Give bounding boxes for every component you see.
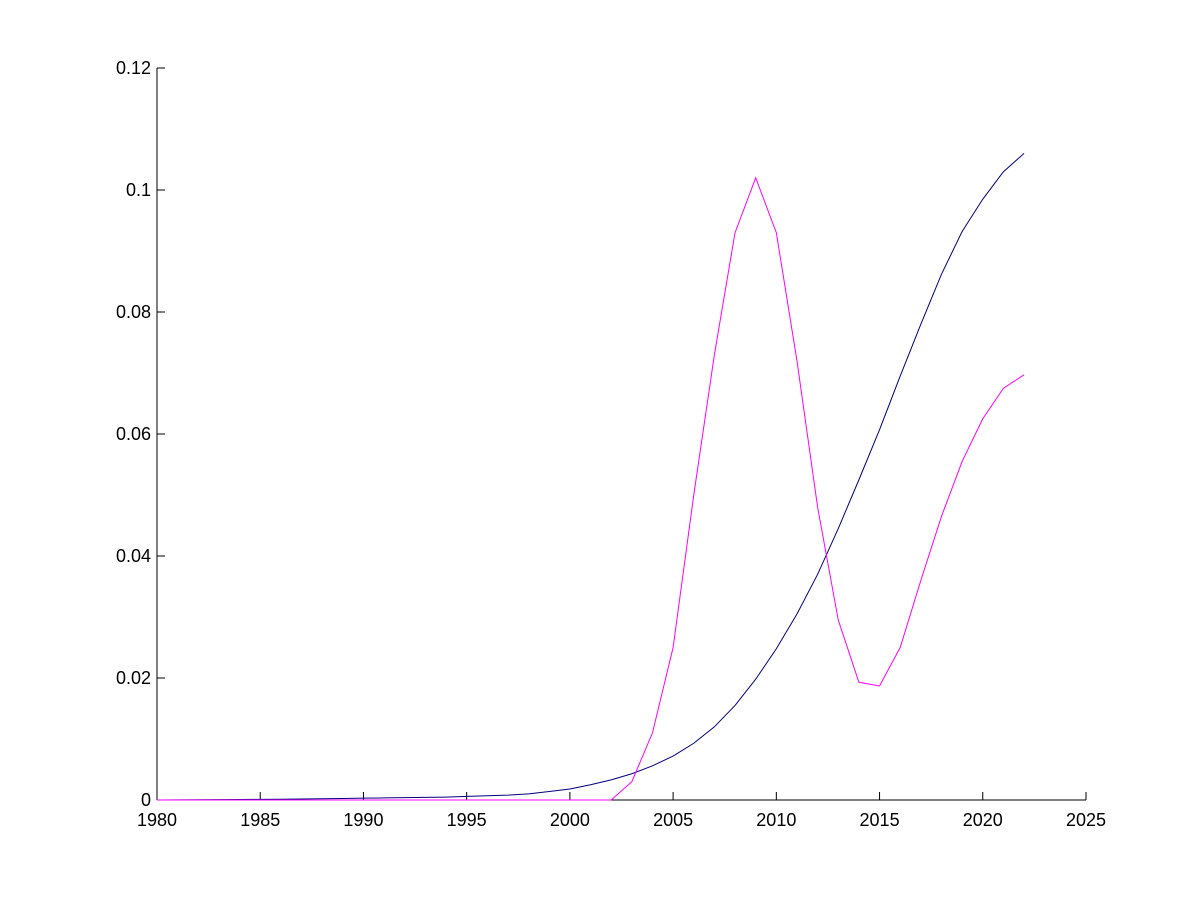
x-tick-label: 2025 [1066, 810, 1106, 830]
x-tick-label: 2010 [756, 810, 796, 830]
x-tick-label: 2015 [860, 810, 900, 830]
y-tick-label: 0.04 [116, 546, 151, 566]
y-tick-label: 0.08 [116, 302, 151, 322]
series-line [157, 176, 1025, 801]
y-tick-label: 0 [141, 790, 151, 810]
x-tick-label: 1980 [137, 810, 177, 830]
y-tick-label: 0.1 [126, 180, 151, 200]
x-tick-label: 1985 [240, 810, 280, 830]
x-tick-label: 2005 [653, 810, 693, 830]
y-tick-label: 0.02 [116, 668, 151, 688]
y-tick-label: 0.12 [116, 58, 151, 78]
x-tick-label: 1995 [447, 810, 487, 830]
x-tick-label: 1990 [343, 810, 383, 830]
x-tick-label: 2000 [550, 810, 590, 830]
series-line [156, 153, 1025, 801]
x-tick-label: 2020 [963, 810, 1003, 830]
y-tick-label: 0.06 [116, 424, 151, 444]
